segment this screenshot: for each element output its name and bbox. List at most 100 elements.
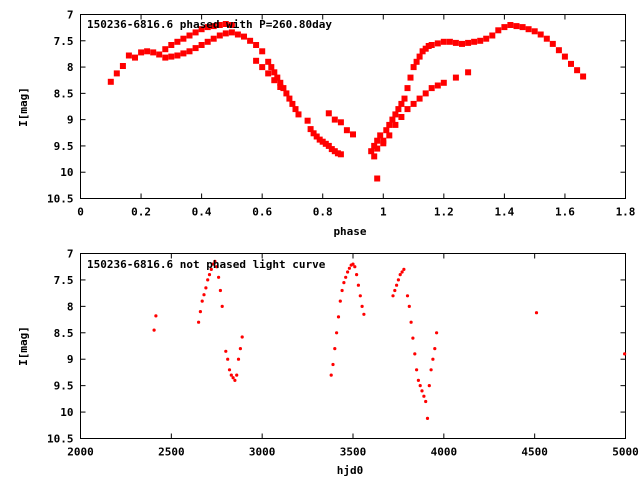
unphased-data-point (202, 293, 206, 297)
phased-data-point (113, 70, 120, 77)
phased-plot-frame (80, 14, 626, 199)
phased-data-point (465, 69, 472, 76)
phased-data-point (286, 95, 293, 102)
unphased-data-point (213, 259, 217, 263)
phased-data-point (241, 33, 247, 40)
phased-data-point (210, 23, 217, 30)
unphased-data-point (400, 270, 404, 274)
phased-y-tick-label: 7 (67, 9, 74, 22)
unphased-data-point (433, 347, 437, 351)
phased-x-tick-label: 1.2 (434, 206, 454, 219)
unphased-data-point (409, 320, 413, 324)
phased-data-point (283, 90, 290, 97)
unphased-y-tick-label: 9.5 (54, 380, 74, 393)
phased-data-point (168, 42, 175, 48)
phased-data-point (477, 37, 484, 44)
unphased-y-tick-label: 7 (67, 248, 74, 261)
unphased-data-point (331, 362, 335, 367)
phased-data-point (119, 63, 126, 69)
phased-data-point (507, 22, 514, 28)
phased-data-point (483, 35, 490, 42)
unphased-x-axis-label: hjd0 (337, 464, 364, 477)
phased-data-point (125, 52, 132, 59)
phased-data-point (580, 73, 587, 80)
unphased-data-point (360, 304, 364, 308)
unphased-x-tick-label: 4000 (431, 446, 458, 459)
phased-data-point (419, 48, 426, 55)
phased-data-point (452, 74, 459, 81)
unphased-data-point (358, 294, 362, 298)
phased-data-point (304, 117, 311, 124)
unphased-x-tick-label: 3000 (249, 446, 276, 459)
unphased-x-tick-label: 4500 (521, 446, 548, 459)
unphased-data-point (235, 373, 239, 377)
phased-data-point (210, 35, 217, 42)
unphased-data-point (413, 352, 417, 356)
phased-data-point (374, 145, 381, 152)
phased-data-point (410, 100, 417, 107)
phased-data-point (162, 46, 169, 53)
unphased-data-point (416, 378, 420, 382)
unphased-data-point (396, 278, 400, 282)
phased-x-tick-label: 1 (380, 206, 387, 219)
phased-y-tick-label: 8 (67, 61, 74, 74)
phased-data-point (568, 60, 574, 67)
unphased-data-point (240, 335, 244, 339)
phased-data-point (150, 49, 157, 56)
unphased-data-point (200, 299, 204, 303)
unphased-data-point (415, 368, 419, 372)
phased-data-point (265, 70, 272, 77)
unphased-data-point (393, 288, 397, 293)
unphased-data-point (336, 315, 341, 319)
phased-data-point (310, 130, 317, 137)
unphased-plot-title: 150236-6816.6 not phased light curve (87, 258, 326, 271)
phased-data-point (392, 111, 399, 118)
unphased-data-point (344, 275, 348, 279)
phased-data-point (549, 40, 556, 47)
phased-data-point (459, 40, 465, 47)
phased-data-point (331, 148, 338, 155)
unphased-plot-frame (80, 253, 626, 439)
phased-data-point (168, 53, 175, 60)
phased-x-axis-label: phase (333, 225, 366, 238)
unphased-x-tick-label: 2000 (67, 446, 94, 459)
phased-data-point (144, 48, 151, 55)
phased-data-point (222, 21, 229, 27)
phased-data-point (156, 51, 163, 58)
phased-x-tick-label: 1.4 (494, 206, 514, 219)
phased-data-point (440, 79, 447, 86)
unphased-data-point (422, 394, 426, 398)
unphased-y-tick-label: 10 (60, 406, 73, 419)
phased-data-point (192, 29, 199, 36)
phased-data-point (198, 26, 205, 33)
phased-data-point (380, 137, 387, 144)
unphased-data-point (351, 262, 355, 266)
unphased-y-tick-label: 10.5 (47, 433, 74, 446)
unphased-data-point (233, 378, 237, 382)
phased-data-point (452, 39, 459, 46)
phased-data-point (162, 54, 169, 61)
phased-data-point (198, 42, 205, 48)
phased-y-tick-label: 7.5 (54, 35, 74, 48)
unphased-panel: 2000 2500 3000 3500 4000 4500 5000 7 7.5 8 8.5 9 9.… (17, 248, 639, 478)
unphased-data-point (346, 270, 350, 274)
phased-plot-title: 150236-6816.6 phased with P=260.80day (87, 18, 332, 31)
phased-data-point (434, 40, 441, 47)
phased-x-tick-label: 0.2 (131, 206, 151, 219)
unphased-data-point (215, 265, 219, 269)
phased-data-point (513, 23, 520, 30)
phased-data-point (377, 132, 384, 139)
unphased-data-point (407, 304, 411, 308)
phased-x-tick-label: 1.8 (616, 206, 636, 219)
unphased-data-point (355, 273, 359, 277)
unphased-data-point (218, 288, 222, 293)
unphased-data-point (329, 373, 333, 377)
unphased-data-point (209, 267, 213, 271)
phased-y-tick-label: 10.5 (47, 193, 74, 206)
phased-data-point (501, 24, 508, 31)
phased-data-point (204, 24, 211, 31)
unphased-data-point (238, 347, 242, 351)
unphased-data-point (623, 352, 627, 356)
phased-data-point (186, 32, 193, 39)
